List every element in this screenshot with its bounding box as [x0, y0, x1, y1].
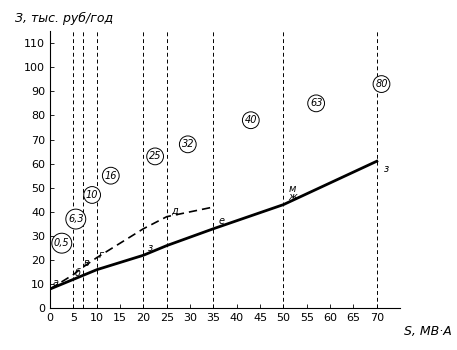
Text: S, МВ·А: S, МВ·А	[404, 325, 452, 338]
Text: 40: 40	[244, 115, 257, 125]
Text: г: г	[99, 250, 104, 260]
Text: 16: 16	[105, 171, 117, 181]
Text: 80: 80	[375, 79, 388, 89]
Text: 0,5: 0,5	[54, 238, 69, 248]
Text: м: м	[288, 184, 296, 194]
Text: 32: 32	[181, 139, 194, 149]
Text: 25: 25	[149, 152, 161, 161]
Text: 63: 63	[310, 98, 322, 108]
Text: З, тыс. руб/год: З, тыс. руб/год	[15, 12, 113, 26]
Text: з: з	[148, 243, 153, 253]
Text: в: в	[84, 259, 90, 268]
Text: 10: 10	[86, 190, 98, 200]
Text: д: д	[171, 205, 178, 216]
Text: 6,3: 6,3	[68, 214, 84, 224]
Text: ж: ж	[288, 192, 297, 202]
Text: а: а	[53, 278, 58, 288]
Text: б: б	[74, 268, 80, 278]
Text: е: е	[218, 216, 224, 226]
Text: з: з	[384, 164, 389, 174]
